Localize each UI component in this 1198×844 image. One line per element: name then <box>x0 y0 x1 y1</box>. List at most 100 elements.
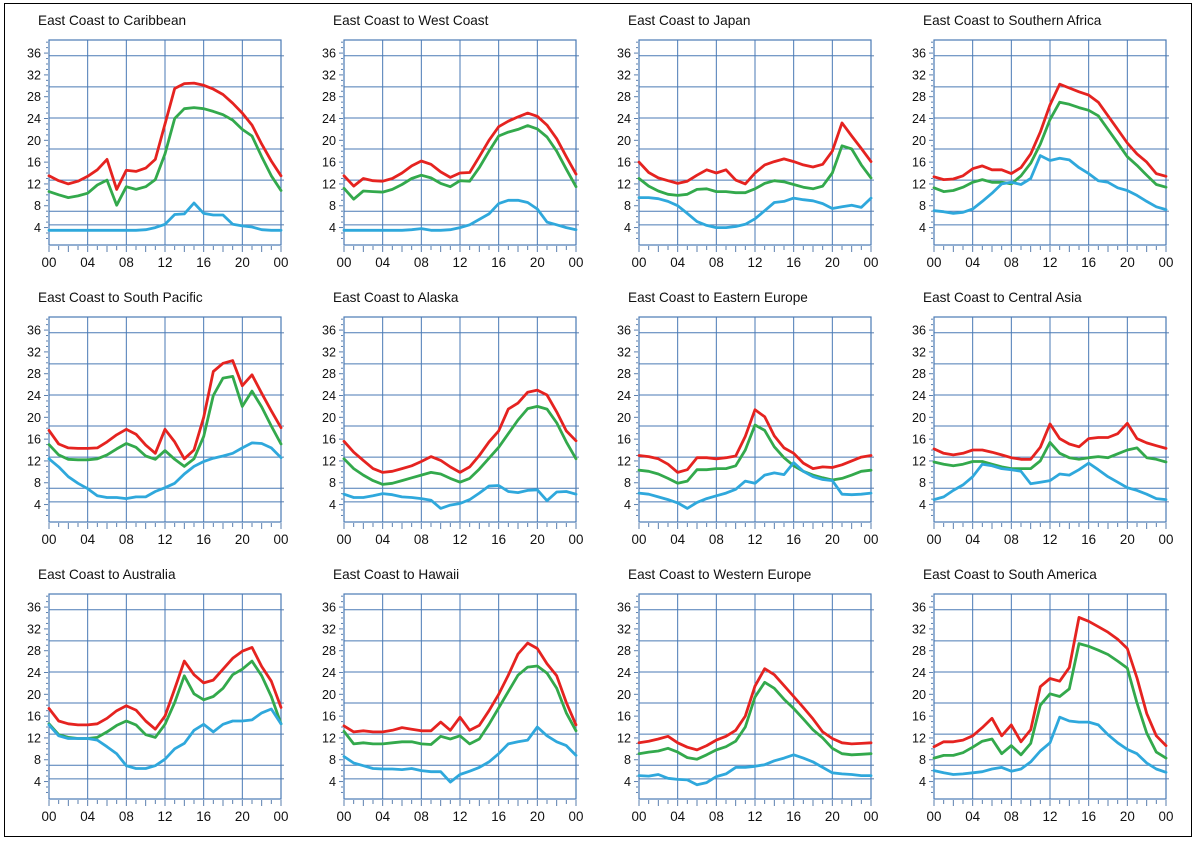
y-axis-label: 8 <box>34 476 41 490</box>
chart-title: East Coast to West Coast <box>333 13 489 28</box>
chart-title: East Coast to Western Europe <box>628 567 811 582</box>
y-axis-label: 16 <box>912 156 926 170</box>
y-axis-label: 4 <box>919 775 926 789</box>
chart-cell: East Coast to Western Europe 36 32 28 24 20 16… <box>603 563 897 839</box>
line-chart: East Coast to Caribbean 36 32 28 24 20 16 12 8 4 0… <box>27 13 288 270</box>
plot-frame <box>933 39 1167 246</box>
y-axis-label: 24 <box>617 389 631 403</box>
x-axis-label: 20 <box>1120 255 1135 270</box>
x-axis-label: 04 <box>670 255 685 270</box>
x-axis-label: 20 <box>1120 809 1135 824</box>
x-axis-label: 08 <box>414 809 429 824</box>
y-axis-label: 16 <box>912 710 926 724</box>
x-axis-label: 04 <box>80 255 95 270</box>
line-chart: East Coast to Alaska 36 32 28 24 20 16 12 8 4 00 04… <box>322 290 584 547</box>
y-axis-label: 8 <box>624 476 631 490</box>
y-axis-label: 32 <box>322 68 336 82</box>
x-axis-label: 20 <box>825 809 840 824</box>
y-axis-label: 12 <box>617 177 631 191</box>
x-axis-label: 08 <box>709 255 724 270</box>
y-axis-label: 24 <box>617 666 631 680</box>
series-green-line <box>342 664 578 746</box>
x-axis-label: 16 <box>196 532 211 547</box>
x-axis-label: 12 <box>453 255 468 270</box>
x-axis-label: 20 <box>235 255 250 270</box>
chart-title: East Coast to South America <box>923 567 1097 582</box>
chart-grid: East Coast to Caribbean 36 32 28 24 20 16 12 8 4 0… <box>13 9 1192 839</box>
x-axis-label: 08 <box>119 532 134 547</box>
y-axis-label: 28 <box>322 90 336 104</box>
plot-frame <box>933 593 1167 800</box>
y-axis-label: 4 <box>624 775 631 789</box>
x-axis-label: 08 <box>414 255 429 270</box>
x-axis-label: 04 <box>375 532 390 547</box>
y-axis-label: 20 <box>322 134 336 148</box>
line-chart: East Coast to Southern Africa 36 32 28 24 20 1… <box>912 13 1173 270</box>
series-red-line <box>342 111 578 188</box>
series-green-line <box>47 106 283 207</box>
series-green-line <box>47 375 283 468</box>
x-axis-label: 00 <box>632 532 647 547</box>
x-axis-label: 00 <box>927 809 942 824</box>
y-axis-label: 24 <box>912 112 926 126</box>
y-axis-label: 28 <box>322 367 336 381</box>
y-axis-label: 36 <box>27 47 41 61</box>
y-axis-label: 36 <box>27 324 41 338</box>
series-green-line <box>637 144 873 197</box>
x-axis-label: 00 <box>1159 809 1174 824</box>
y-axis-label: 12 <box>322 731 336 745</box>
y-axis-label: 24 <box>322 112 336 126</box>
x-axis-label: 12 <box>453 809 468 824</box>
y-axis-label: 8 <box>34 753 41 767</box>
x-axis-label: 04 <box>375 255 390 270</box>
y-axis-label: 36 <box>912 47 926 61</box>
y-axis-label: 28 <box>912 90 926 104</box>
y-axis-label: 12 <box>912 454 926 468</box>
y-axis-label: 12 <box>27 454 41 468</box>
x-axis-label: 16 <box>196 255 211 270</box>
y-axis-label: 8 <box>329 476 336 490</box>
y-axis-label: 4 <box>34 221 41 235</box>
x-axis-label: 12 <box>1043 532 1058 547</box>
x-axis-label: 00 <box>632 255 647 270</box>
series-blue-line <box>932 461 1168 502</box>
chart-title: East Coast to Eastern Europe <box>628 290 808 305</box>
line-chart: East Coast to Eastern Europe 36 32 28 24 20 16… <box>617 290 878 547</box>
x-axis-label: 00 <box>927 532 942 547</box>
y-axis-label: 24 <box>27 112 41 126</box>
series-green-line <box>637 680 873 761</box>
line-chart: East Coast to Japan 36 32 28 24 20 16 12 8 4 00 04 0… <box>617 13 878 270</box>
y-axis-label: 32 <box>322 622 336 636</box>
series-blue-line <box>637 461 873 510</box>
x-axis-label: 00 <box>569 255 584 270</box>
chart-cell: East Coast to Eastern Europe 36 32 28 24 20 16… <box>603 286 897 562</box>
plot-frame <box>638 316 872 523</box>
line-chart: East Coast to South Pacific 36 32 28 24 20 16 1… <box>27 290 288 547</box>
y-axis-label: 24 <box>322 666 336 680</box>
line-chart: East Coast to West Coast 36 32 28 24 20 16 12 8 4… <box>322 13 584 270</box>
series-green-line <box>932 100 1168 194</box>
x-axis-label: 12 <box>453 532 468 547</box>
y-axis-label: 28 <box>617 367 631 381</box>
x-axis-label: 16 <box>196 809 211 824</box>
y-axis-label: 12 <box>617 731 631 745</box>
y-axis-label: 20 <box>912 688 926 702</box>
series-blue-line <box>47 707 283 770</box>
x-axis-label: 20 <box>235 532 250 547</box>
y-axis-label: 4 <box>919 221 926 235</box>
y-axis-label: 32 <box>617 345 631 359</box>
x-axis-label: 00 <box>569 532 584 547</box>
y-axis-label: 36 <box>322 47 336 61</box>
series-red-line <box>637 667 873 752</box>
y-axis-label: 12 <box>322 177 336 191</box>
chart-title: East Coast to South Pacific <box>38 290 203 305</box>
y-axis-label: 24 <box>27 666 41 680</box>
series-green-line <box>932 440 1168 471</box>
plot-frame <box>48 316 282 523</box>
chart-cell: East Coast to Southern Africa 36 32 28 24 20 1… <box>898 9 1192 285</box>
y-axis-label: 20 <box>322 411 336 425</box>
x-axis-label: 08 <box>709 809 724 824</box>
y-axis-label: 16 <box>27 156 41 170</box>
x-axis-label: 12 <box>158 532 173 547</box>
x-axis-label: 12 <box>1043 255 1058 270</box>
